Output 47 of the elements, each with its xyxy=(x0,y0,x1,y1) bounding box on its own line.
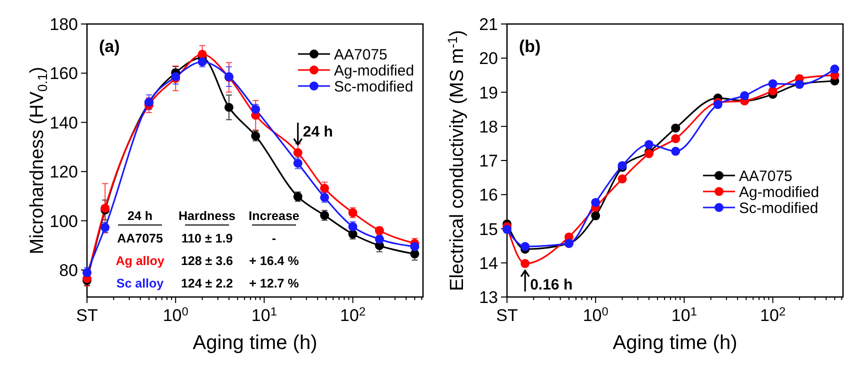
x-tick-label: 10$^{0}$ xyxy=(162,304,189,325)
y-tick-label: 20 xyxy=(479,49,498,68)
x-tick-label: 10$^{1}$ xyxy=(671,304,698,325)
y-tick-label: 21 xyxy=(479,15,498,34)
x-axis-title: Aging time (h) xyxy=(612,332,738,354)
y-tick-label: 15 xyxy=(479,220,498,239)
annotation: Increase xyxy=(248,209,300,223)
annotation: - xyxy=(272,232,276,246)
y-tick-label: 13 xyxy=(479,288,498,307)
annotation: 128 ± 3.6 xyxy=(180,254,234,268)
x-axis-title: Aging time (h) xyxy=(192,332,318,354)
y-tick-label: 160 xyxy=(50,64,78,84)
annotation: + 12.7 % xyxy=(249,276,299,290)
y-tick-label: 80 xyxy=(59,260,78,280)
annotation: 110 ± 1.9 xyxy=(181,232,233,246)
annotation: Ag alloy xyxy=(116,254,164,268)
legend-label: Ag-modified xyxy=(739,184,820,201)
x-tick-label: ST xyxy=(496,306,518,325)
legend-label: Ag-modified xyxy=(334,62,414,80)
x-tick-label: 10$^{2}$ xyxy=(340,304,366,325)
y-tick-label: 17 xyxy=(479,152,498,170)
legend-label: Sc-modified xyxy=(739,200,818,217)
y-tick-label: 16 xyxy=(479,186,498,205)
annotation: 0.16 h xyxy=(530,276,573,294)
annotation: (b) xyxy=(519,37,541,56)
legend-label: AA7075 xyxy=(739,168,792,185)
x-tick-label: 10$^{0}$ xyxy=(582,304,609,325)
y-tick-label: 19 xyxy=(479,83,498,102)
annotation: (a) xyxy=(99,37,120,56)
y-tick-label: 180 xyxy=(50,15,78,34)
annotation: + 16.4 % xyxy=(249,254,299,268)
legend-label: Sc-modified xyxy=(334,78,414,96)
y-tick-label: 120 xyxy=(50,162,78,182)
y-tick-label: 18 xyxy=(479,117,498,136)
x-tick-label: 10$^{2}$ xyxy=(760,304,786,325)
x-tick-label: 10$^{1}$ xyxy=(251,304,278,325)
annotation: Sc alloy xyxy=(116,276,164,290)
x-tick-label: ST xyxy=(76,306,98,325)
annotation: 24 h xyxy=(302,124,333,141)
annotation: 24 h xyxy=(127,209,153,223)
annotation: AA7075 xyxy=(117,232,163,246)
annotation: Hardness xyxy=(178,209,236,223)
y-tick-label: 140 xyxy=(50,113,78,132)
y-tick-label: 100 xyxy=(50,212,78,231)
y-tick-label: 14 xyxy=(479,254,498,273)
legend-label: AA7075 xyxy=(334,46,388,64)
annotation: 124 ± 2.2 xyxy=(180,276,234,290)
